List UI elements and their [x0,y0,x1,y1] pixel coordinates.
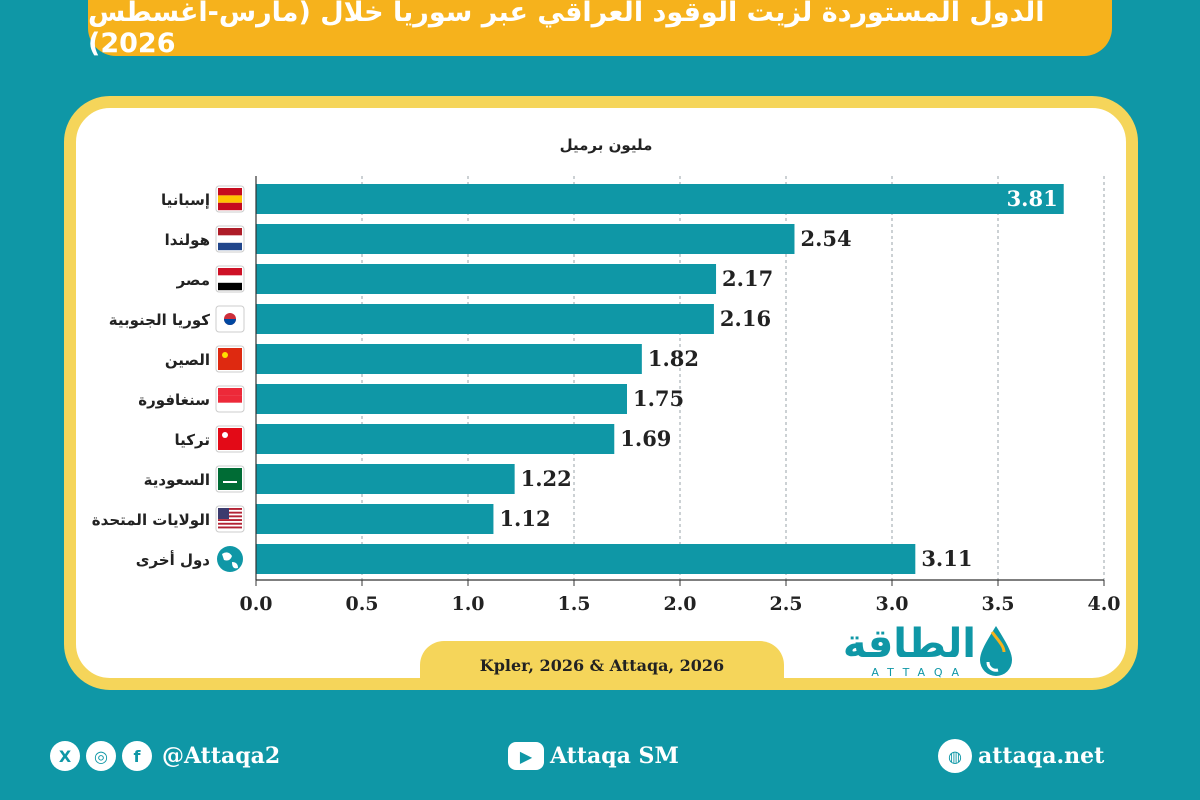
category-label: الصين [165,351,210,369]
category-label: السعودية [144,471,210,489]
x-tick-label: 1.5 [557,593,590,615]
social-handle[interactable]: @Attaqa2 [162,743,281,769]
logo-drop-icon [980,626,1012,676]
x-tick-label: 0.5 [345,593,378,615]
social-links: X ◎ f @Attaqa2 [50,736,280,776]
youtube-icon[interactable]: ▶ [508,742,544,770]
unit-label: مليون برميل [560,136,653,154]
x-tick-label: 4.0 [1087,593,1120,615]
x-tick-label: 1.0 [451,593,484,615]
title-banner: الدول المستوردة لزيت الوقود العراقي عبر … [88,0,1112,59]
bar [256,184,1064,214]
bar [256,224,795,254]
spain-flag-icon [215,185,245,213]
data-label: 2.54 [800,226,851,251]
saudi-arabia-flag-icon [215,465,245,493]
x-icon[interactable]: X [50,741,80,771]
x-tick-label: 3.5 [981,593,1014,615]
logo-arabic: الطاقة [842,621,976,667]
instagram-icon[interactable]: ◎ [86,741,116,771]
globe-icon[interactable]: ◍ [938,739,972,773]
bar [256,504,494,534]
chart-title: الدول المستوردة لزيت الوقود العراقي عبر … [88,0,1045,59]
category-label: الولايات المتحدة [92,511,210,529]
facebook-icon[interactable]: f [122,741,152,771]
data-label: 3.11 [921,546,972,571]
bar [256,424,615,454]
bar [256,464,515,494]
category-label: دول أخرى [136,550,211,569]
netherlands-flag-icon [215,225,245,253]
globe-icon [217,546,243,572]
website-url[interactable]: attaqa.net [978,743,1105,769]
category-label: كوريا الجنوبية [109,311,210,329]
attaqa-logo: الطاقة ATTAQA [826,620,1016,682]
bar [256,344,642,374]
data-label: 1.69 [620,426,671,451]
bar-chart: مليون برميل 3.81 إسبانيا 2.54 هولندا 2.17 مصر… [92,136,1121,615]
youtube-name[interactable]: Attaqa SM [550,743,679,769]
x-tick-label: 3.0 [875,593,908,615]
category-label: إسبانيا [161,191,210,209]
bar [256,264,717,294]
website-link: ◍ attaqa.net [938,736,1104,776]
category-label: تركيا [175,431,210,449]
logo-latin: ATTAQA [871,666,968,679]
source-note: Kpler, 2026 & Attaqa, 2026 [420,641,784,689]
category-label: مصر [176,271,210,289]
bar [256,304,714,334]
x-tick-label: 2.0 [663,593,696,615]
egypt-flag-icon [215,265,245,293]
turkey-flag-icon [215,425,245,453]
data-label: 1.22 [521,466,572,491]
category-label: سنغافورة [138,391,210,409]
china-flag-icon [215,345,245,373]
data-label: 2.16 [720,306,771,331]
data-label: 1.12 [499,506,550,531]
data-label: 1.82 [648,346,699,371]
usa-flag-icon [215,505,245,533]
chart-card: مليون برميل 3.81 إسبانيا 2.54 هولندا 2.17 مصر… [64,96,1138,690]
youtube-link: ▶ Attaqa SM [508,736,679,776]
data-label: 3.81 [1007,186,1058,211]
x-tick-label: 0.0 [239,593,272,615]
singapore-flag-icon [215,385,245,413]
data-label: 1.75 [633,386,684,411]
south-korea-flag-icon [215,305,245,333]
x-tick-label: 2.5 [769,593,802,615]
category-label: هولندا [165,231,210,249]
bar [256,544,916,574]
data-label: 2.17 [722,266,773,291]
bar [256,384,627,414]
